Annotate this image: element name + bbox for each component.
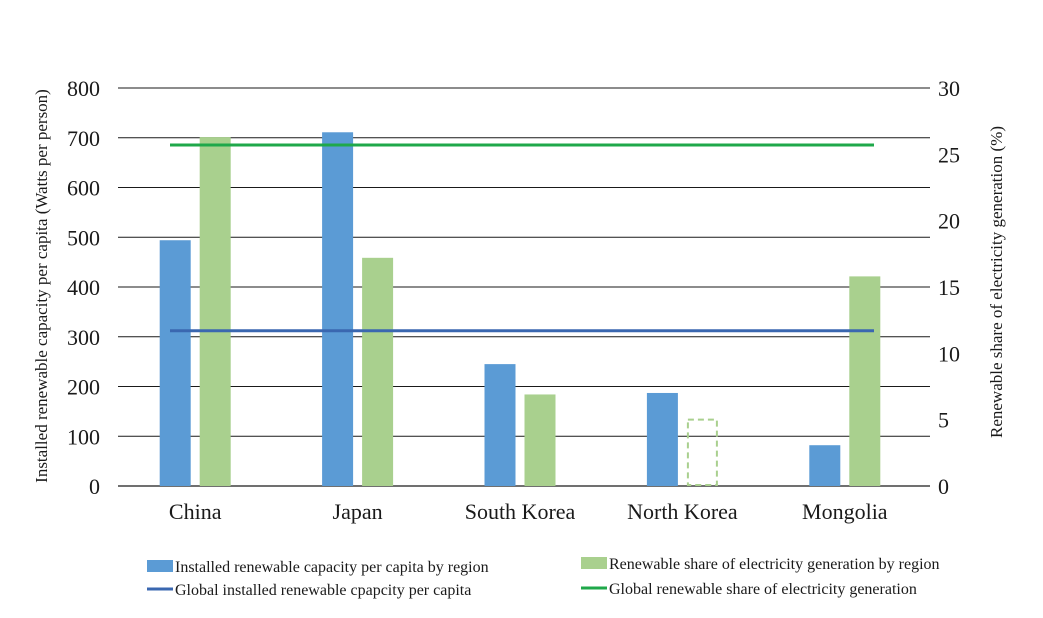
left-tick-label: 700 — [67, 126, 100, 151]
bar-capacity-japan — [322, 132, 354, 486]
right-axis-title: Renewable share of electricity generatio… — [987, 126, 1006, 438]
left-tick-label: 800 — [67, 76, 100, 101]
legend-global-share-label: Global renewable share of electricity ge… — [609, 581, 917, 598]
right-tick-label: 10 — [938, 341, 960, 366]
right-tick-label: 30 — [938, 76, 960, 101]
bar-share-china — [199, 137, 231, 486]
category-label: South Korea — [465, 499, 576, 524]
left-tick-label: 200 — [67, 375, 100, 400]
category-label: Japan — [333, 499, 383, 524]
category-label: Mongolia — [802, 499, 888, 524]
category-label: North Korea — [627, 499, 738, 524]
bar-share-south-korea — [524, 394, 556, 486]
right-tick-label: 20 — [938, 209, 960, 234]
legend: Installed renewable capacity per capita … — [147, 556, 940, 599]
bar-capacity-china — [159, 240, 191, 486]
left-tick-label: 100 — [67, 424, 100, 449]
left-axis: 0 100 200 300 400 500 600 700 800 — [67, 76, 100, 499]
bar-capacity-north-korea — [646, 392, 678, 486]
legend-share-by-region-swatch — [581, 557, 607, 569]
left-tick-label: 0 — [89, 474, 100, 499]
bar-share-mongolia — [849, 276, 881, 486]
legend-share-by-region-label: Renewable share of electricity generatio… — [609, 556, 940, 573]
left-tick-label: 300 — [67, 325, 100, 350]
grid-lines — [118, 87, 930, 487]
bar-share-japan — [362, 257, 394, 486]
bar-share-north-korea-estimated — [686, 418, 718, 486]
left-tick-label: 500 — [67, 225, 100, 250]
legend-capacity-by-region-swatch — [147, 560, 173, 572]
bar-capacity-south-korea — [484, 364, 516, 486]
right-tick-label: 25 — [938, 142, 960, 167]
category-labels: China Japan South Korea North Korea Mongolia — [169, 499, 888, 524]
legend-capacity-by-region-label: Installed renewable capacity per capita … — [175, 559, 489, 576]
right-axis: 0 5 10 15 20 25 30 — [938, 76, 960, 499]
reference-lines — [170, 143, 874, 333]
right-tick-label: 5 — [938, 408, 949, 433]
category-label: China — [169, 499, 222, 524]
left-tick-label: 400 — [67, 275, 100, 300]
right-tick-label: 0 — [938, 474, 949, 499]
bars — [159, 132, 881, 486]
right-tick-label: 15 — [938, 275, 960, 300]
legend-global-capacity-label: Global installed renewable cpapcity per … — [175, 582, 471, 599]
left-axis-title: Installed renewable capacity per capita … — [32, 89, 51, 483]
left-tick-label: 600 — [67, 176, 100, 201]
bar-capacity-mongolia — [809, 445, 841, 486]
